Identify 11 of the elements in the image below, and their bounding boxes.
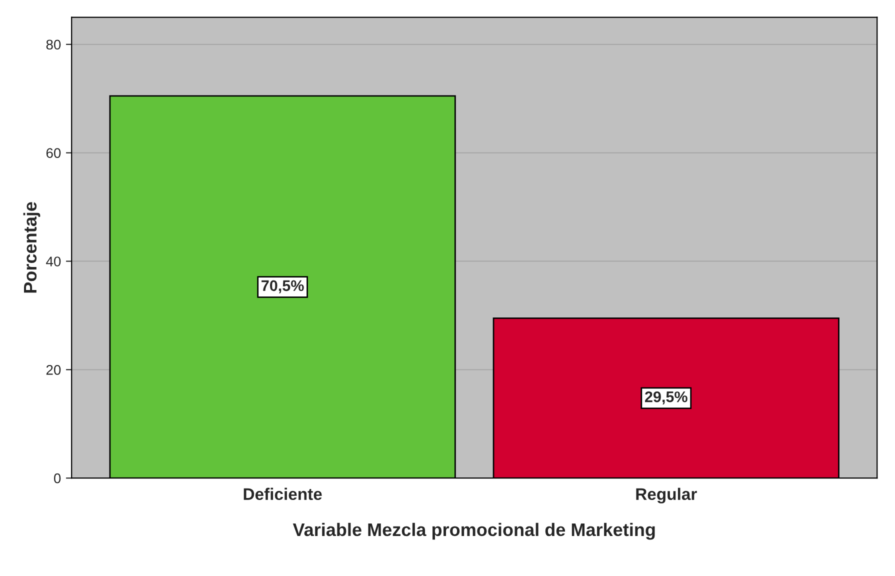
y-tick-label: 60	[46, 148, 61, 158]
x-tick-label: Regular	[636, 488, 697, 504]
y-tick-label: 20	[46, 364, 61, 375]
y-axis-title: Porcentaje	[23, 202, 40, 293]
data-label: 70,5%	[262, 280, 304, 294]
data-label: 29,5%	[645, 391, 688, 404]
y-tick-label: 40	[46, 256, 61, 266]
y-tick-label: 80	[46, 40, 61, 50]
y-tick-label: 0	[54, 473, 61, 484]
x-tick-label: Deficiente	[244, 488, 322, 500]
x-axis-title: Variable Mezcla promocional de Marketing	[292, 522, 655, 540]
